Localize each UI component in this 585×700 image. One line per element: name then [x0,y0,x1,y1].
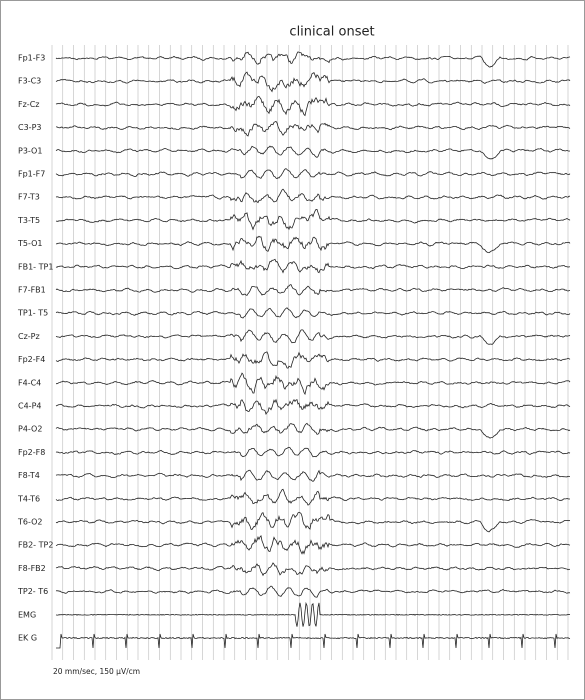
channel-label: EK G [18,634,37,643]
time-grid [51,45,569,660]
eeg-trace [55,446,571,458]
eeg-trace [55,145,571,160]
eeg-trace [56,120,571,137]
channel-label: FB1- TP1 [18,262,53,271]
eeg-trace [55,535,571,555]
eeg-trace [55,188,571,204]
traces [55,51,571,649]
eeg-trace [55,488,570,506]
eeg-trace [56,372,571,396]
channel-label: EMG [18,610,36,619]
eeg-trace [55,329,571,345]
eeg-trace [55,469,571,482]
eeg-trace [55,284,571,296]
channel-label: T5-O1 [17,239,42,248]
eeg-trace [55,51,571,68]
channel-label: C3-P3 [18,123,41,132]
channel-label: P4-O2 [18,425,42,434]
channel-label: Fz-Cz [18,100,39,109]
eeg-trace [55,422,571,439]
channel-label: Fp1-F7 [18,170,45,179]
channel-label: T6-O2 [17,518,42,527]
channel-label: T4-T6 [17,494,40,503]
eeg-trace [55,585,571,598]
eeg-trace [55,398,571,415]
channel-label: TP2- T6 [17,587,48,596]
annotation: clinical onset [289,25,374,40]
channel-label: F3-C3 [18,77,41,86]
channel-label: F8-T4 [18,471,40,480]
channel-label: T3-T5 [17,216,40,225]
channel-label: F7-FB1 [18,286,46,295]
channel-label: C4-P4 [18,402,41,411]
eeg-trace [55,71,571,93]
scale-label: 20 mm/sec, 150 μV/cm [53,667,140,676]
eeg-trace [55,511,571,533]
channel-label: F8-FB2 [18,564,46,573]
channel-label: Cz-Pz [18,332,40,341]
channel-label: F7-T3 [18,193,40,202]
eeg-trace [55,168,571,180]
eeg-trace [56,633,571,649]
eeg-trace [55,307,571,319]
eeg-trace [55,601,571,627]
eeg-trace [55,562,571,577]
eeg-trace [55,209,571,231]
eeg-trace [55,258,571,274]
channel-label: FB2- TP2 [18,541,53,550]
channel-label: P3-O1 [18,146,42,155]
channel-label: F4-C4 [18,378,41,387]
eeg-trace [55,351,571,369]
channel-label: Fp2-F8 [18,448,45,457]
channel-label: Fp1-F3 [18,54,45,63]
channel-label: Fp2-F4 [18,355,45,364]
eeg-trace [55,235,571,254]
channel-label: TP1- T5 [17,309,48,318]
eeg-trace [55,95,571,117]
